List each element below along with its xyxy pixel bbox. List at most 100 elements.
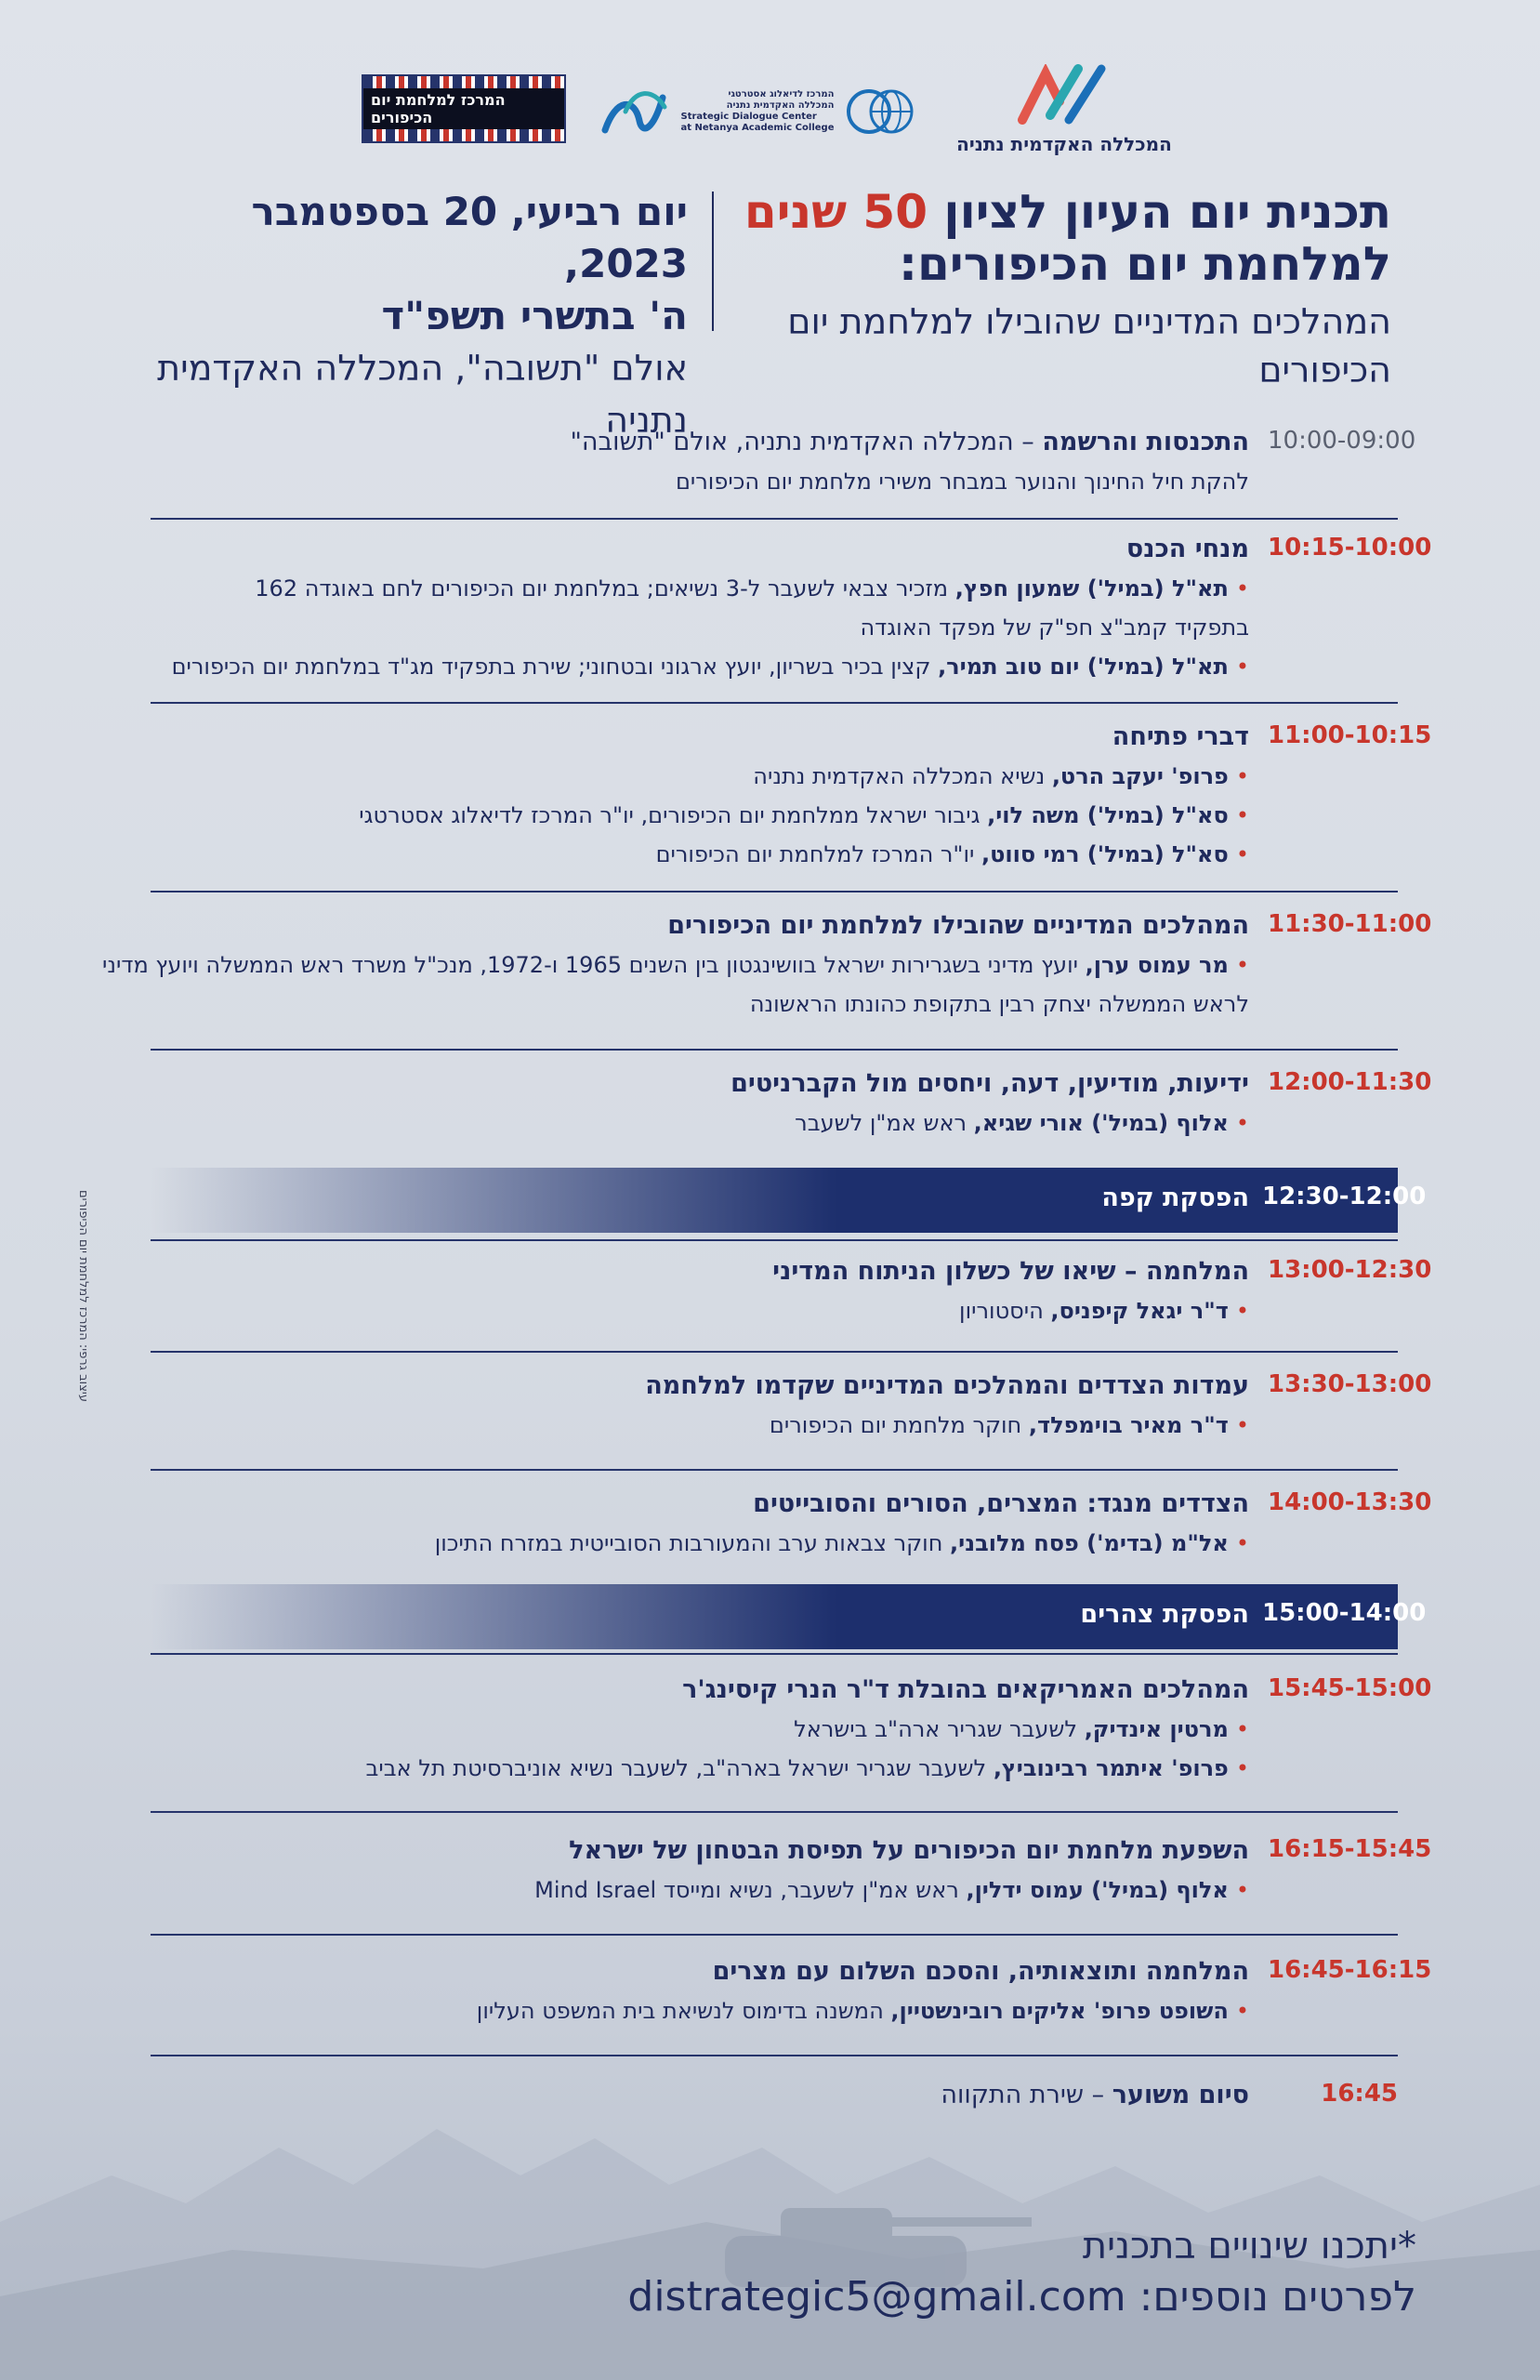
session-body: ידיעות, מודיעין, דעה, ויחסים מול הקברניט… <box>152 1064 1249 1143</box>
session-title: עמדות הצדדים והמהלכים המדיניים שקדמו למל… <box>645 1371 1249 1400</box>
speaker-name: סא"ל (במיל') משה לוי, <box>987 802 1229 828</box>
speaker-description: גיבור ישראל ממלחמת יום הכיפורים, יו"ר המ… <box>359 802 988 828</box>
session-body: מנחי הכנס תא"ל (במיל') שמעון חפץ, מזכיר צ… <box>152 530 1249 686</box>
section-divider <box>151 518 1398 520</box>
speaker-name: תא"ל (במיל') שמעון חפץ, <box>954 575 1229 602</box>
speaker-line: ד"ר יגאל קיפניס, היסטוריון <box>152 1291 1249 1330</box>
speaker-description: בתפקיד קמב"צ חפ"ק של מפקד האוגדה <box>860 615 1250 641</box>
session-body: המהלכים האמריקאים בהובלת ד"ר הנרי קיסינג… <box>152 1671 1249 1788</box>
section-divider <box>151 1469 1398 1471</box>
session-title-suffix: – המכללה האקדמית נתניה, אולם "תשובה" <box>570 428 1043 456</box>
speaker-name: השופט פרופ' אליקים רובינשטיין, <box>890 1998 1229 2024</box>
date-line-2: ה' בתשרי תשפ"ד <box>381 293 689 338</box>
speaker-description: היסטוריון <box>959 1298 1051 1324</box>
sdc-line-4: at Netanya Academic College <box>680 123 835 133</box>
break-band: 12:30-12:00 הפסקת קפה <box>151 1168 1427 1233</box>
session-time: 11:00-10:15 <box>1268 721 1432 749</box>
logo-strip: המרכז למלחמת יום הכיפורים המרכז לדיאלוג … <box>0 56 1540 158</box>
session-time: 16:45 <box>1321 2080 1398 2108</box>
event-date-block: יום רביעי, 20 בספטמבר 2023, ה' בתשרי תשפ… <box>149 186 688 446</box>
contact-email[interactable]: distrategic5@gmail.com <box>627 2273 1126 2320</box>
dialogue-mark-icon <box>601 91 667 134</box>
speaker-name: מרטין אינדיק, <box>1084 1716 1229 1742</box>
subtitle: המהלכים המדיניים שהובילו למלחמת יום הכיפ… <box>787 301 1391 390</box>
speaker-line: אל"מ (בדימ') פסח מלובני, חוקר צבאות ערב … <box>152 1524 1249 1563</box>
speaker-line: אלוף (במיל') עמוס ידלין, ראש אמ"ן לשעבר,… <box>152 1871 1249 1910</box>
break-band: 15:00-14:00 הפסקת צהרים <box>151 1584 1426 1649</box>
session-time: 16:45-16:15 <box>1268 1956 1432 1984</box>
speaker-description: ראש אמ"ן לשעבר, נשיא ומייסד Mind Israel <box>534 1877 967 1903</box>
speaker-description: מזכיר צבאי לשעבר ל-3 נשיאים; במלחמת יום … <box>255 575 955 602</box>
session-body: הצדדים מנגד: המצרים, הסורים והסובייטים אל… <box>152 1485 1249 1563</box>
speaker-line: פרופ' איתמר רבינוביץ, לשעבר שגריר ישראל … <box>152 1749 1249 1788</box>
venue: אולם "תשובה", המכללה האקדמית נתניה <box>157 348 688 441</box>
speaker-line: סא"ל (במיל') משה לוי, גיבור ישראל ממלחמת… <box>152 796 1249 835</box>
session-title-line: סיום משוער – שירת התקווה <box>152 2076 1249 2115</box>
session-time: 14:00-13:30 <box>1268 1488 1432 1516</box>
section-divider <box>151 1653 1398 1655</box>
session-time: 13:30-13:00 <box>1268 1370 1432 1398</box>
session-time: 12:00-11:30 <box>1268 1068 1432 1096</box>
session-title-line: עמדות הצדדים והמהלכים המדיניים שקדמו למל… <box>152 1367 1249 1406</box>
speaker-line: בתפקיד קמב"צ חפ"ק של מפקד האוגדה <box>152 608 1250 647</box>
session-body: המלחמה ותוצאותיה, והסכם השלום עם מצרים הש… <box>152 1952 1249 2030</box>
session-body: המלחמה – שיאו של כשלון הניתוח המדיני ד"ר … <box>152 1252 1249 1330</box>
session-body: סיום משוער – שירת התקווה <box>152 2076 1249 2115</box>
speaker-line: לראש הממשלה יצחק רבין בתקופת כהונתו הראש… <box>152 985 1249 1024</box>
session-title: סיום משוער <box>1112 2081 1249 2109</box>
session-time: 10:15-10:00 <box>1268 534 1432 562</box>
speaker-name: ד"ר יגאל קיפניס, <box>1050 1298 1229 1324</box>
session-body: דברי פתיחה פרופ' יעקב הרט, נשיא המכללה הא… <box>152 718 1249 874</box>
speaker-description: לשעבר שגריר ארה"ב בישראל <box>794 1716 1085 1742</box>
speaker-name: סא"ל (במיל') רמי סווט, <box>981 841 1229 867</box>
session-title-line: השפעת מלחמת יום הכיפורים על תפיסת הבטחון… <box>152 1831 1249 1871</box>
speaker-description: לראש הממשלה יצחק רבין בתקופת כהונתו הראש… <box>749 991 1249 1017</box>
speaker-description: המשנה בדימוס לנשיאת בית המשפט העליון <box>476 1998 891 2024</box>
speaker-description: יועץ מדיני בשגרירות ישראל בוושינגטון בין… <box>102 952 1086 978</box>
session-title: ידיעות, מודיעין, דעה, ויחסים מול הקברניט… <box>731 1069 1249 1098</box>
netanya-logo-caption: המכללה האקדמית נתניה <box>956 132 1172 155</box>
strategic-dialogue-center-logo: המרכז לדיאלוג אסטרטגי המכללה האקדמית נתנ… <box>595 74 920 149</box>
speaker-description: נשיא המכללה האקדמית נתניה <box>753 763 1052 789</box>
speaker-description: להקת חיל החינוך והנוער במבחר משירי מלחמת… <box>675 469 1249 495</box>
session-title-line: המהלכים המדיניים שהובילו למלחמת יום הכיפ… <box>152 906 1249 945</box>
speaker-line: תא"ל (במיל') שמעון חפץ, מזכיר צבאי לשעבר… <box>152 569 1249 608</box>
yom-kippur-center-logo: המרכז למלחמת יום הכיפורים <box>362 74 566 143</box>
speaker-line: אלוף (במיל') אורי שגיא, ראש אמ"ן לשעבר <box>152 1104 1249 1143</box>
session-title-line: מנחי הכנס <box>152 530 1249 569</box>
break-title: הפסקת צהרים <box>1080 1600 1249 1629</box>
title-line-1-text: תכנית יום העיון לציון <box>928 185 1391 239</box>
speaker-line: מרטין אינדיק, לשעבר שגריר ארה"ב בישראל <box>152 1710 1249 1749</box>
session-title-line: הצדדים מנגד: המצרים, הסורים והסובייטים <box>152 1485 1249 1524</box>
design-credit: עיצוב גרפי: המרכז למלחמת יום הכיפורים <box>76 1190 90 1402</box>
sdc-line-3: Strategic Dialogue Center <box>680 112 817 122</box>
speaker-line: השופט פרופ' אליקים רובינשטיין, המשנה בדי… <box>152 1991 1249 2030</box>
session-title: התכנסות והרשמה <box>1042 428 1249 456</box>
speaker-line: להקת חיל החינוך והנוער במבחר משירי מלחמת… <box>152 462 1249 501</box>
section-divider <box>151 1049 1398 1051</box>
section-divider <box>151 1934 1398 1936</box>
event-title-block: תכנית יום העיון לציון 50 שנים למלחמת יום… <box>685 186 1391 394</box>
session-title-line: דברי פתיחה <box>152 718 1249 757</box>
session-title-line: המהלכים האמריקאים בהובלת ד"ר הנרי קיסינג… <box>152 1671 1249 1710</box>
session-body: עמדות הצדדים והמהלכים המדיניים שקדמו למל… <box>152 1367 1249 1445</box>
speaker-description: יו"ר המרכז למלחמת יום הכיפורים <box>655 841 981 867</box>
speaker-line: סא"ל (במיל') רמי סווט, יו"ר המרכז למלחמת… <box>152 835 1249 874</box>
session-title-suffix: – שירת התקווה <box>941 2081 1112 2109</box>
landscape-silhouette <box>0 2129 1540 2380</box>
session-title: דברי פתיחה <box>1112 722 1249 751</box>
speaker-name: תא"ל (במיל') יום טוב תמיר, <box>938 654 1229 680</box>
session-body: המהלכים המדיניים שהובילו למלחמת יום הכיפ… <box>102 906 1249 1024</box>
session-title-line: המלחמה ותוצאותיה, והסכם השלום עם מצרים <box>152 1952 1249 1991</box>
session-title: הצדדים מנגד: המצרים, הסורים והסובייטים <box>753 1489 1249 1518</box>
sdc-line-1: המרכז לדיאלוג אסטרטגי <box>728 89 835 99</box>
session-body: התכנסות והרשמה – המכללה האקדמית נתניה, א… <box>152 423 1249 501</box>
speaker-name: אלוף (במיל') אורי שגיא, <box>973 1110 1229 1136</box>
netanya-mark-icon <box>1018 63 1106 125</box>
section-divider <box>151 1351 1398 1353</box>
session-title: השפעת מלחמת יום הכיפורים על תפיסת הבטחון… <box>569 1836 1249 1865</box>
session-time: 10:00-09:00 <box>1268 427 1416 455</box>
contact-label: לפרטים נוספים: <box>1125 2273 1416 2320</box>
session-time: 12:30-12:00 <box>1262 1183 1427 1210</box>
speaker-line: תא"ל (במיל') יום טוב תמיר, קצין בכיר בשר… <box>152 647 1249 686</box>
